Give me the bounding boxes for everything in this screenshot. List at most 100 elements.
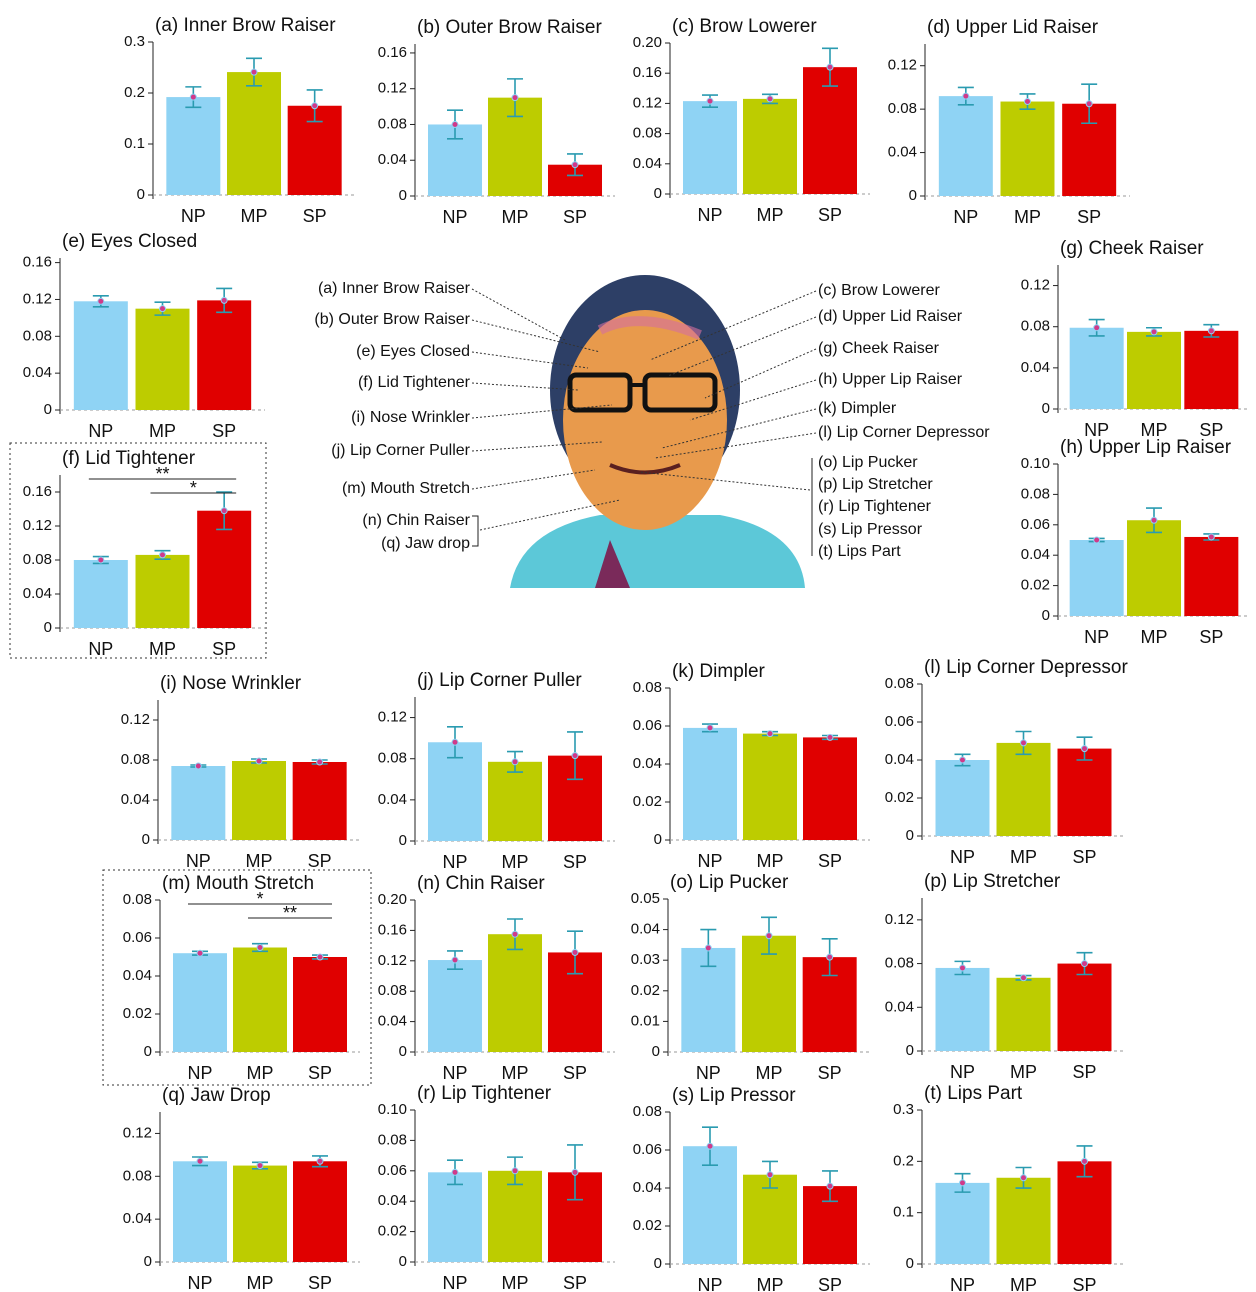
x-tick-label: MP — [502, 1273, 529, 1292]
mean-dot — [1081, 1157, 1088, 1165]
mean-dot — [316, 758, 324, 766]
bar — [488, 761, 542, 841]
face-label: (g) Cheek Raiser — [818, 340, 940, 357]
mean-dot — [220, 296, 228, 304]
bar — [73, 301, 128, 410]
y-tick-label: 0.08 — [885, 675, 914, 692]
y-tick-label: 0.16 — [633, 64, 662, 81]
x-tick-label: SP — [212, 639, 236, 659]
y-tick-label: 0.02 — [378, 1223, 407, 1240]
mean-dot — [196, 1157, 204, 1165]
x-tick-label: MP — [1010, 1062, 1037, 1082]
bar — [803, 737, 857, 840]
panel-title: (q) Jaw Drop — [162, 1085, 271, 1106]
y-tick-label: 0.10 — [378, 1101, 407, 1118]
face — [563, 310, 727, 530]
y-tick-label: 0.12 — [1021, 277, 1050, 294]
x-tick-label: MP — [502, 852, 529, 872]
mean-dot — [1024, 98, 1031, 106]
bar — [803, 67, 857, 194]
x-tick-label: MP — [757, 851, 784, 871]
y-tick-label: 0.2 — [124, 84, 145, 101]
mean-dot — [706, 724, 714, 732]
y-tick-label: 0.04 — [123, 1210, 152, 1227]
y-tick-label: 0.08 — [885, 955, 914, 972]
mean-dot — [571, 948, 579, 956]
face-label: (j) Lip Corner Puller — [331, 442, 470, 459]
y-tick-label: 0 — [142, 831, 150, 848]
face-label: (l) Lip Corner Depressor — [818, 424, 990, 441]
bar — [171, 766, 226, 840]
mean-dot — [766, 730, 774, 738]
panel-title: (t) Lips Part — [924, 1083, 1023, 1104]
y-tick-label: 0.08 — [633, 679, 662, 696]
x-tick-label: MP — [502, 1063, 529, 1083]
x-tick-label: MP — [241, 206, 268, 226]
mean-dot — [1020, 739, 1027, 747]
y-tick-label: 0.08 — [888, 100, 917, 117]
mean-dot — [826, 1182, 834, 1190]
mean-dot — [766, 95, 774, 103]
x-tick-label: NP — [186, 851, 211, 871]
mean-dot — [1150, 516, 1158, 524]
mean-dot — [1093, 536, 1101, 544]
y-tick-label: 0.20 — [378, 891, 407, 908]
bar — [1000, 101, 1055, 196]
mean-dot — [571, 1168, 579, 1176]
bar — [1184, 536, 1239, 616]
x-tick-label: NP — [950, 1062, 975, 1082]
x-tick-label: SP — [303, 206, 327, 226]
leader-line — [471, 441, 603, 452]
y-tick-label: 0.12 — [121, 711, 150, 728]
panel-title: (o) Lip Pucker — [670, 872, 789, 893]
mean-dot — [959, 756, 966, 764]
x-tick-label: MP — [149, 639, 176, 659]
bar — [293, 957, 347, 1052]
x-tick-label: NP — [696, 1063, 721, 1083]
bar — [488, 934, 542, 1052]
x-tick-label: SP — [818, 851, 842, 871]
y-tick-label: 0.08 — [378, 750, 407, 767]
y-tick-label: 0.04 — [378, 1192, 407, 1209]
x-tick-label: SP — [818, 1275, 842, 1292]
x-tick-label: SP — [212, 421, 236, 441]
tie — [595, 540, 630, 588]
x-tick-label: MP — [1010, 847, 1037, 867]
mean-dot — [97, 297, 105, 305]
y-tick-label: 0 — [144, 1253, 152, 1270]
mean-dot — [1085, 100, 1093, 108]
y-tick-label: 0 — [399, 1043, 407, 1060]
y-tick-label: 0.03 — [631, 951, 660, 968]
bar — [227, 72, 281, 195]
forehead-shade — [597, 316, 702, 340]
mean-dot — [256, 944, 264, 951]
bar — [743, 733, 797, 840]
y-tick-label: 0 — [399, 1253, 407, 1270]
y-tick-label: 0 — [1042, 607, 1050, 624]
bar — [1069, 327, 1124, 409]
y-tick-label: 0 — [399, 187, 407, 204]
y-tick-label: 0.02 — [123, 1005, 152, 1022]
bar — [996, 742, 1051, 836]
y-tick-label: 0.04 — [885, 751, 914, 768]
y-tick-label: 0.1 — [893, 1204, 914, 1221]
leader-line — [654, 432, 817, 459]
y-tick-label: 0.12 — [378, 80, 407, 97]
y-tick-label: 0.08 — [1021, 318, 1050, 335]
face-label: (q) Jaw drop — [381, 535, 470, 552]
x-tick-label: MP — [757, 205, 784, 225]
x-tick-label: NP — [88, 421, 113, 441]
bar — [1069, 540, 1124, 616]
face-label: (s) Lip Pressor — [818, 521, 923, 538]
mean-dot — [451, 738, 459, 746]
bar — [428, 742, 482, 841]
significance-label: * — [256, 889, 263, 909]
mean-dot — [706, 97, 714, 105]
panel-title: (c) Brow Lowerer — [672, 16, 817, 37]
panel-title: (g) Cheek Raiser — [1060, 238, 1204, 259]
mean-dot — [962, 92, 970, 100]
mean-dot — [1150, 328, 1158, 336]
mean-dot — [571, 161, 579, 169]
y-tick-label: 0.12 — [378, 952, 407, 969]
face-label: (t) Lips Part — [818, 543, 901, 560]
